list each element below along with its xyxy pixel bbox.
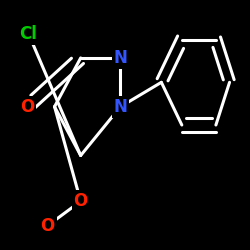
Text: Cl: Cl [20,24,37,42]
Text: O: O [40,216,55,234]
Text: O: O [20,98,34,116]
Text: O: O [74,192,88,210]
Text: N: N [114,98,128,116]
Text: N: N [114,49,128,67]
